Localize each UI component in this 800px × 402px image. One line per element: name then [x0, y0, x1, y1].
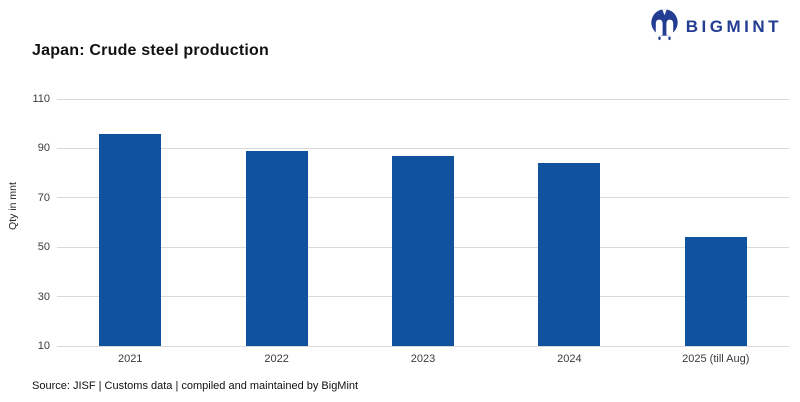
bar-2021 [99, 133, 162, 346]
y-tick-label-30: 30 [37, 290, 50, 303]
x-tick-label-2023: 2023 [410, 353, 436, 365]
y-tick-label-90: 90 [37, 142, 50, 155]
bar-2025 (till Aug) [684, 237, 747, 346]
y-tick-label-70: 70 [37, 191, 50, 204]
y-tick-label-50: 50 [37, 241, 50, 254]
y-axis-title: Qty in mnt [7, 182, 19, 230]
bigmint-logo-icon [649, 8, 680, 46]
y-tick-label-10: 10 [37, 340, 50, 352]
gridline-y-10 [57, 345, 789, 347]
y-tick-label-110: 110 [32, 93, 50, 105]
bar-chart-plot-area [57, 98, 789, 347]
brand-logo: BIGMINT [649, 8, 782, 46]
x-tick-label-2021: 2021 [117, 353, 143, 365]
bar-2022 [245, 150, 308, 346]
x-tick-label-2022: 2022 [264, 353, 289, 365]
gridline-y-90 [57, 147, 789, 149]
source-note: Source: JISF | Customs data | compiled a… [32, 380, 359, 392]
x-tick-label-2025 (till Aug): 2025 (till Aug) [682, 353, 750, 365]
brand-logo-text: BIGMINT [685, 17, 782, 36]
gridline-y-110 [57, 98, 789, 100]
chart-title: Japan: Crude steel production [32, 42, 269, 59]
bar-2023 [392, 155, 454, 346]
x-tick-label-2024: 2024 [557, 353, 582, 365]
bar-2024 [538, 163, 601, 346]
